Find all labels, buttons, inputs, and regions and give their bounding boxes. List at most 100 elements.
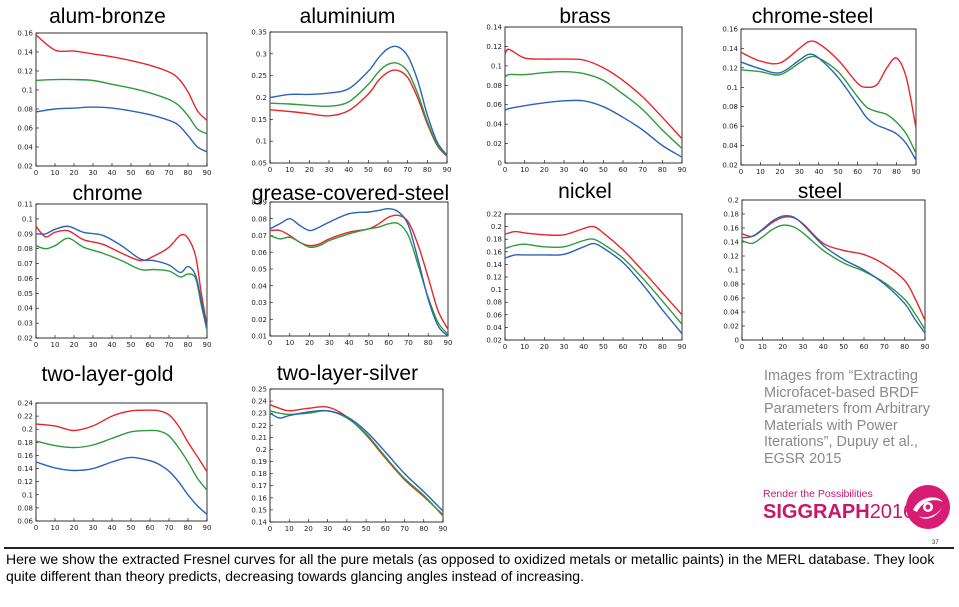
series-line-green <box>269 62 448 157</box>
chart-svg: 0 10 20 30 40 50 60 70 80 90 0.06 0.08 0.1 0.12 0.14 0.… <box>17 400 211 533</box>
x-tick-label: 0 <box>34 169 38 177</box>
y-tick-label: 0.14 <box>486 24 502 32</box>
chart-panel-two-layer-silver: two-layer-silver 0 10 20 30 40 50 60 70 80 90 0.14 0… <box>240 362 455 534</box>
x-tick-label: 0 <box>268 525 272 533</box>
brand-year: 2016 <box>869 501 915 523</box>
y-tick-label: 0.02 <box>722 162 738 170</box>
y-tick-label: 0.12 <box>17 68 33 76</box>
y-tick-label: 0.02 <box>723 323 739 331</box>
x-tick-label: 90 <box>444 339 453 347</box>
x-tick-label: 80 <box>892 168 901 176</box>
x-tick-label: 30 <box>89 524 98 532</box>
y-tick-label: 0.05 <box>17 290 33 298</box>
credit-line: Iterations”, Dupuy et al., <box>764 434 918 450</box>
x-tick-label: 70 <box>165 341 174 349</box>
x-tick-label: 80 <box>184 169 193 177</box>
y-tick-label: 0.22 <box>251 422 267 430</box>
y-tick-label: 0.2 <box>491 223 502 231</box>
y-tick-label: 0.12 <box>486 43 502 51</box>
y-tick-label: 0.04 <box>17 305 33 313</box>
x-tick-label: 20 <box>540 166 549 174</box>
x-tick-label: 60 <box>384 166 393 174</box>
credit-line: Images from “Extracting <box>764 368 918 384</box>
chart-svg: 0 10 20 30 40 50 60 70 80 90 0.02 0.04 0.06 0.08 0.1 0.… <box>722 26 920 177</box>
series-line-blue <box>504 99 683 158</box>
y-tick-label: 0.23 <box>251 410 267 418</box>
x-tick-label: 60 <box>619 166 628 174</box>
y-tick-label: 0.16 <box>722 26 738 34</box>
x-tick-label: 40 <box>108 341 117 349</box>
chart-panel-two-layer-gold: two-layer-gold 0 10 20 30 40 50 60 70 80 90 0.06 0.0… <box>0 363 215 535</box>
plot-frame <box>35 32 208 167</box>
x-tick-label: 0 <box>268 339 272 347</box>
y-tick-label: 0.14 <box>723 239 739 247</box>
x-tick-label: 30 <box>560 166 569 174</box>
series-line-red <box>504 48 683 140</box>
y-tick-label: 0.02 <box>251 316 267 324</box>
x-tick-label: 20 <box>70 169 79 177</box>
siggraph-branding: Render the Possibilities SIGGRAPH2016 <box>763 484 953 534</box>
plot-frame <box>35 203 208 339</box>
series-line-green <box>269 409 444 517</box>
y-tick-label: 0.12 <box>722 64 738 72</box>
x-tick-label: 50 <box>127 341 136 349</box>
series-line-blue <box>35 225 208 328</box>
series-line-blue <box>740 53 917 161</box>
y-tick-label: 0.16 <box>723 225 739 233</box>
series-line-green <box>741 224 926 330</box>
x-tick-label: 40 <box>342 525 351 533</box>
series-line-red <box>269 69 448 157</box>
y-tick-label: 0.25 <box>251 72 267 80</box>
y-tick-label: 0.07 <box>17 260 33 268</box>
x-tick-label: 40 <box>579 343 588 351</box>
x-tick-label: 60 <box>619 343 628 351</box>
y-tick-label: 0.04 <box>17 144 33 152</box>
y-tick-label: 0.1 <box>256 138 267 146</box>
x-tick-label: 30 <box>795 168 804 176</box>
x-tick-label: 0 <box>34 524 38 532</box>
x-tick-label: 60 <box>146 524 155 532</box>
y-tick-label: 0.12 <box>723 253 739 261</box>
x-tick-label: 70 <box>880 343 889 351</box>
y-tick-label: 0.35 <box>251 29 267 37</box>
series-line-blue <box>35 456 208 515</box>
x-tick-label: 50 <box>364 166 373 174</box>
x-tick-label: 30 <box>89 169 98 177</box>
y-tick-label: 0.04 <box>486 324 502 332</box>
caption-divider <box>4 547 954 549</box>
x-tick-label: 90 <box>443 166 452 174</box>
x-tick-label: 10 <box>520 166 529 174</box>
y-tick-label: 0.11 <box>17 201 33 209</box>
chart-title: brass <box>559 5 611 28</box>
plot-frame <box>269 201 449 337</box>
chart-title: nickel <box>558 180 612 203</box>
chart-panel-chrome-steel: chrome-steel 0 10 20 30 40 50 60 70 80 90 0.02 0.04 0… <box>705 5 920 177</box>
x-tick-label: 0 <box>503 343 507 351</box>
y-tick-label: 0.16 <box>486 248 502 256</box>
x-tick-label: 20 <box>775 168 784 176</box>
y-tick-label: 0.04 <box>486 121 502 129</box>
y-tick-label: 0.14 <box>722 45 738 53</box>
chart-panel-steel: steel 0 10 20 30 40 50 60 70 80 90 0 0.02 0.04 0.06 0.0… <box>705 180 935 354</box>
y-tick-label: 0.22 <box>17 413 33 421</box>
x-tick-label: 10 <box>285 525 294 533</box>
page-number: 37 <box>932 540 939 546</box>
y-tick-label: 0.15 <box>251 506 267 514</box>
x-tick-label: 50 <box>599 343 608 351</box>
chart-title: aluminium <box>299 5 396 28</box>
x-tick-label: 60 <box>146 341 155 349</box>
x-tick-label: 70 <box>404 339 413 347</box>
plot-frame <box>740 28 917 166</box>
plot-frame <box>741 199 926 341</box>
x-tick-label: 20 <box>778 343 787 351</box>
brand-wordmark: SIGGRAPH2016 <box>763 501 914 524</box>
series-line-blue <box>269 45 448 156</box>
y-tick-label: 0.17 <box>251 482 267 490</box>
y-tick-label: 0.05 <box>251 160 267 168</box>
credit-line: Materials with Power <box>764 417 898 434</box>
x-tick-label: 90 <box>678 166 687 174</box>
series-line-blue <box>741 214 926 334</box>
x-tick-label: 90 <box>203 169 212 177</box>
x-tick-label: 10 <box>51 169 60 177</box>
x-tick-label: 50 <box>834 168 843 176</box>
